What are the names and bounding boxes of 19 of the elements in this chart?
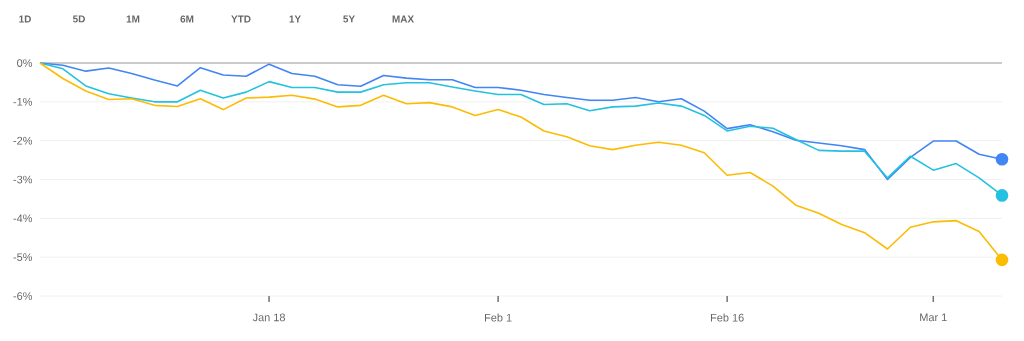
text: 1D xyxy=(19,15,31,23)
x-tick-label: Jan 18 xyxy=(252,313,285,322)
y-tick-label: 0% xyxy=(17,59,33,67)
text: 5Y xyxy=(343,15,355,23)
y-tick-label: -4% xyxy=(13,214,33,223)
text: YTD xyxy=(231,15,251,23)
y-tick-label: -5% xyxy=(13,253,33,262)
text: 1M xyxy=(126,15,140,23)
y-tick-label: -1% xyxy=(13,98,33,106)
y-tick-label: -3% xyxy=(13,175,33,184)
x-tick-label: Feb 1 xyxy=(484,313,512,322)
text: 5D xyxy=(72,15,85,23)
y-tick-label: -6% xyxy=(13,292,33,300)
x-tick-label: Feb 16 xyxy=(711,313,744,322)
text: 6M xyxy=(180,15,194,23)
text: 1Y xyxy=(289,15,301,23)
x-tick-label: Mar 1 xyxy=(920,313,947,322)
text: MAX xyxy=(392,15,414,23)
y-tick-label: -2% xyxy=(13,136,33,145)
